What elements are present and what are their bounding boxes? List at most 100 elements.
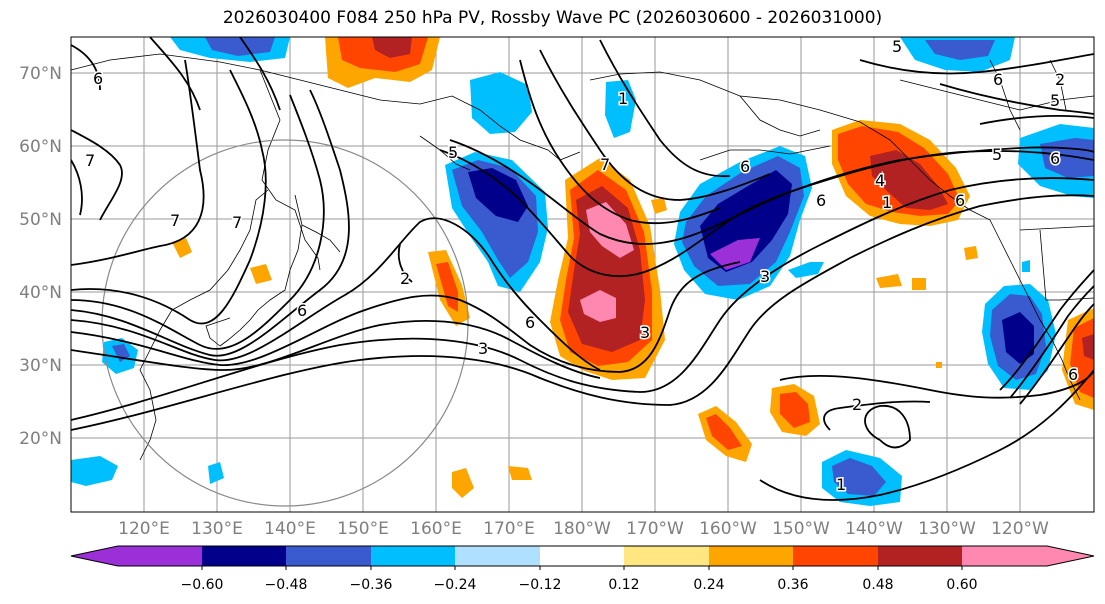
lat-label: 50°N [19,210,62,230]
contour-label: 1 [618,89,628,108]
colorbar-segment [455,546,540,566]
fill-positive-anomaly [706,414,742,450]
fill-negative-anomaly [788,262,824,278]
lon-label: 150°E [337,519,389,539]
lon-label: 140°E [264,519,316,539]
contour-label: 6 [993,70,1003,89]
contour-label: 7 [600,155,610,174]
lat-label: 60°N [19,137,62,157]
contour-label: 1 [882,193,892,212]
reference-circle [101,139,469,507]
contour-label: 6 [955,191,965,210]
fill-positive-anomaly [876,274,902,288]
contour-label: 4 [875,171,885,190]
lon-label: 170°W [626,519,684,539]
colorbar-segment [202,546,286,566]
fill-positive-anomaly [936,362,942,368]
colorbar-segment [540,546,624,566]
contour-label: 3 [640,323,650,342]
contour-labels: 2 1 6 5 7 7 7 6 2 6 3 7 6 6 5 6 6 4 1 6 … [84,37,1080,496]
coastlines [71,53,1094,461]
fill-negative-anomaly [208,462,224,484]
contour-label: 6 [1050,149,1060,168]
map-frame [70,36,1095,513]
colorbar-segment [878,546,962,566]
lon-label: 130°E [191,519,243,539]
lon-label: 170°E [483,519,535,539]
colorbar-segment [371,546,455,566]
contour-label: 1 [836,475,846,494]
map-area: 2 1 6 5 7 7 7 6 2 6 3 7 6 6 5 6 6 4 1 6 … [71,37,1094,512]
fill-negative-anomaly [605,80,636,138]
contour-label: 5 [448,143,458,162]
colorbar-outline [70,545,1095,567]
contour-label: 3 [760,267,770,286]
colorbar-segment [624,546,709,566]
fill-positive-anomaly [964,246,978,260]
contour-label: 7 [85,151,95,170]
colorbar-tick-label: 0.24 [693,577,724,593]
fill-positive-anomaly [372,37,412,58]
fill-positive-anomaly [912,278,926,290]
colorbar-tick-label: 0.12 [608,577,639,593]
contour-label: 6 [93,69,103,88]
contour-label: 2 [852,395,862,414]
colorbar-extend-low [71,546,118,566]
contour-label: 7 [232,213,242,232]
contour-label: 2 [400,269,410,288]
fill-positive-anomaly [436,262,458,312]
fill-negative-anomaly [1022,260,1030,272]
fill-positive-anomaly [508,466,532,480]
contour-label: 7 [170,211,180,230]
fill-positive-anomaly [651,198,667,214]
lon-label: 140°W [845,519,903,539]
pv-contours [71,37,1094,501]
fill-negative-anomaly [205,37,275,56]
colorbar-segment [709,546,793,566]
longitude-labels: 120°E 130°E 140°E 150°E 160°E 170°E 180°… [118,519,1049,539]
contour-label: 6 [525,313,535,332]
colorbar-extend-high [1047,546,1094,566]
fill-positive-anomaly [1082,334,1094,360]
contour-label: 6 [1068,365,1078,384]
lon-label: 150°W [772,519,830,539]
lon-label: 130°W [918,519,976,539]
contour-label: 3 [478,339,488,358]
fill-negative-anomaly [470,72,532,134]
colorbar-tick-label: 0.36 [777,577,808,593]
colorbar-tick-label: −0.60 [181,577,224,593]
fill-negative-anomaly [925,40,995,60]
colorbar-tick-label: −0.48 [265,577,308,593]
colorbar: −0.60 −0.48 −0.36 −0.24 −0.12 0.12 0.24 … [70,545,1095,593]
contour-label: 5 [992,145,1002,164]
lat-label: 30°N [19,356,62,376]
contour-label: 6 [297,301,307,320]
contour-label: 2 [1055,70,1065,89]
lon-label: 120°E [118,519,170,539]
colorbar-tick-label: −0.12 [519,577,562,593]
lat-label: 20°N [19,429,62,449]
contour-label: 5 [892,37,902,56]
colorbar-tick-label: 0.60 [946,577,977,593]
lat-label: 70°N [19,64,62,84]
pv-anomaly-fills [71,37,1094,506]
fill-positive-anomaly [780,392,810,428]
fill-negative-anomaly [710,238,760,270]
fill-positive-anomaly [580,290,616,322]
fill-positive-anomaly [172,238,192,258]
lon-label: 160°E [410,519,462,539]
fill-negative-anomaly [700,170,792,272]
fill-negative-anomaly [1002,312,1034,364]
fill-positive-anomaly [250,264,272,284]
fill-positive-anomaly [452,468,474,498]
colorbar-tick-label: 0.48 [862,577,893,593]
latitude-labels: 70°N 60°N 50°N 40°N 30°N 20°N [19,64,62,449]
map-title: 2026030400 F084 250 hPa PV, Rossby Wave … [222,8,883,28]
colorbar-tick-label: −0.36 [350,577,393,593]
lon-label: 180°W [553,519,611,539]
lon-label: 120°W [991,519,1049,539]
contour-label: 6 [816,191,826,210]
colorbar-segment [793,546,878,566]
lon-label: 160°W [699,519,757,539]
lat-label: 40°N [19,283,62,303]
